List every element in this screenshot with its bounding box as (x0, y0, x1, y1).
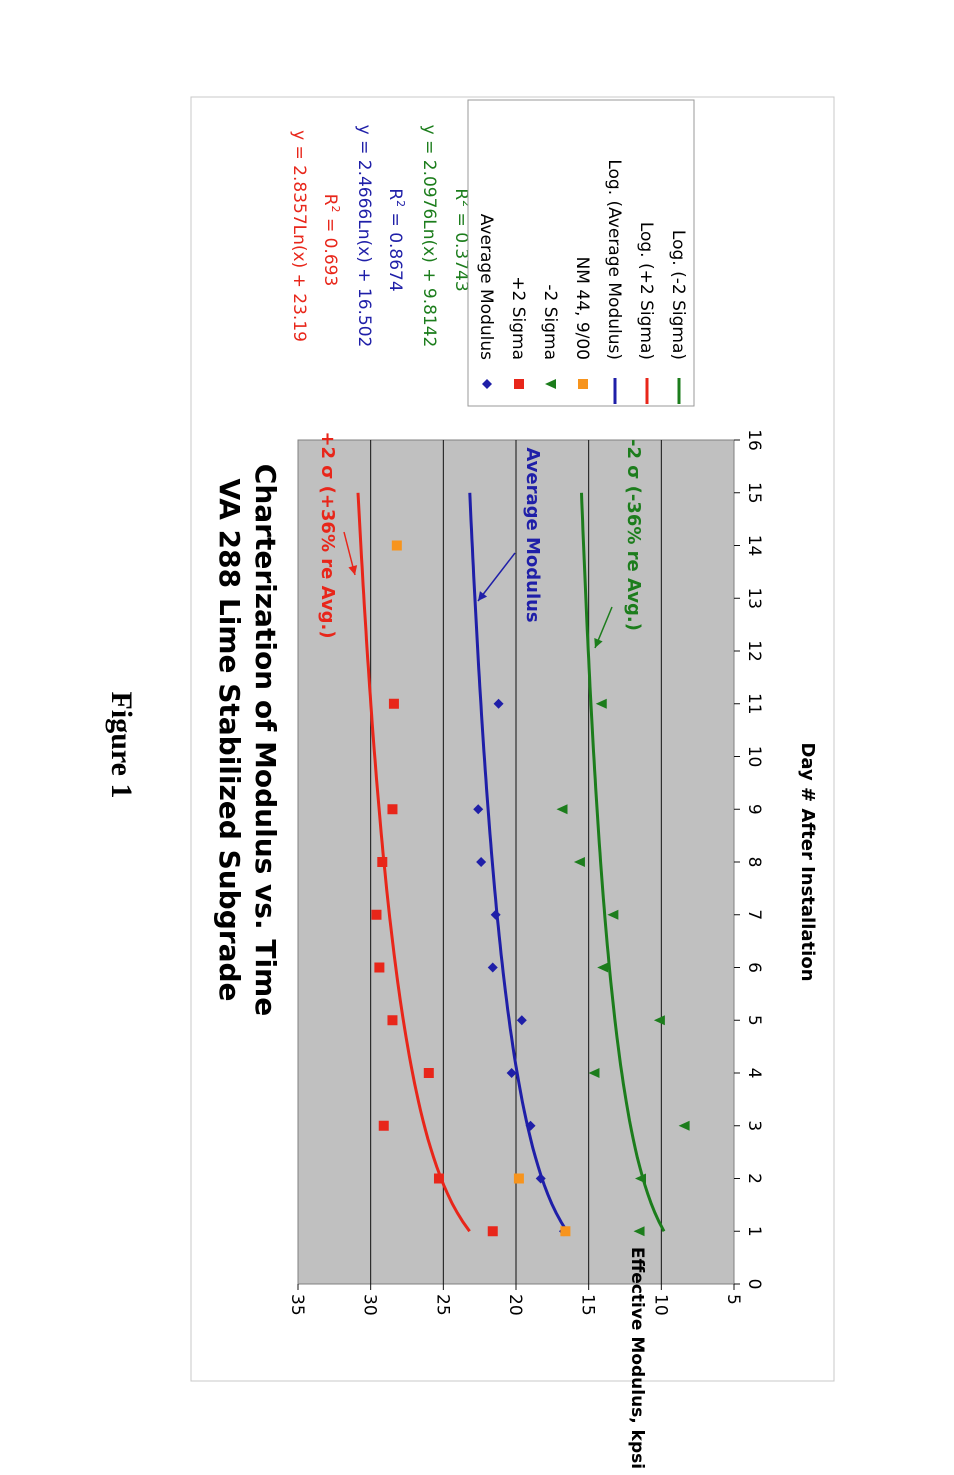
y-axis-title: Effective Modulus, kpsi (627, 1247, 647, 1469)
data-point (391, 540, 402, 551)
x-tick-label: 16 (744, 429, 764, 451)
trendline-equation: y = 2.4666Ln(x) + 16.502 (354, 125, 374, 348)
x-tick-label: 11 (744, 693, 764, 715)
trendline-equation: y = 2.8357Ln(x) + 23.19 (289, 130, 309, 342)
figure-label: Figure 1 (105, 692, 138, 799)
legend-label: +2 Sigma (508, 276, 528, 360)
data-point (634, 1173, 646, 1184)
chart: 5101520253035012345678910111213141516Day… (213, 99, 818, 1469)
x-tick-label: 14 (744, 535, 764, 557)
x-tick-label: 6 (744, 962, 764, 973)
y-tick-label: 25 (432, 1294, 452, 1316)
legend-label: -2 Sigma (540, 284, 560, 360)
chart-subtitle: Charterization of Modulus vs. Time (249, 464, 282, 1016)
y-tick-label: 30 (360, 1294, 380, 1316)
x-tick-label: 12 (744, 640, 764, 662)
data-point (607, 909, 619, 920)
r-squared-value: R2 = 0.8674 (385, 188, 407, 291)
y-tick-label: 35 (287, 1294, 307, 1316)
data-point (423, 1068, 434, 1078)
data-point (516, 1015, 527, 1026)
x-tick-label: 9 (744, 804, 764, 815)
annotation-label: +2 σ (+36% re Avg.) (317, 431, 338, 638)
annotation-arrowhead (478, 591, 488, 601)
data-point (535, 1173, 546, 1184)
chart-title: VA 288 Lime Stabilized Subgrade (213, 478, 246, 1001)
legend-label: Average Modulus (476, 214, 496, 360)
data-point (377, 857, 388, 867)
data-point (595, 698, 607, 709)
annotation-label: Average Modulus (522, 447, 543, 622)
y-tick-label: 20 (505, 1294, 525, 1316)
annotation-arrow (477, 552, 516, 602)
trendline-2 (580, 492, 666, 1232)
data-point (560, 1226, 571, 1237)
data-point (573, 857, 585, 867)
x-tick-label: 1 (744, 1226, 764, 1237)
legend-label: NM 44, 9/00 (572, 257, 592, 360)
annotation-arrowhead (348, 565, 358, 575)
legend-marker (514, 379, 524, 389)
r-squared-value: R2 = 0.693 (320, 194, 342, 287)
x-tick-label: 2 (744, 1173, 764, 1184)
data-point (506, 1068, 517, 1078)
data-point (387, 1015, 398, 1026)
data-point (487, 962, 498, 973)
data-point (597, 962, 609, 973)
legend-label: Log. (Average Modulus) (604, 159, 624, 360)
data-point (371, 909, 382, 920)
r-squared-value: R2 = 0.3743 (451, 188, 473, 291)
data-point (633, 1226, 645, 1237)
data-point (374, 962, 385, 973)
annotation-label: -2 σ (-36% re Avg.) (623, 439, 644, 631)
data-point (525, 1120, 536, 1131)
x-tick-label: 10 (744, 746, 764, 768)
trendline-equation: y = 2.0976Ln(x) + 9.8142 (419, 125, 439, 348)
x-tick-label: 0 (744, 1279, 764, 1290)
legend-marker (545, 379, 556, 389)
data-point (678, 1120, 690, 1131)
annotation-arrowhead (594, 637, 603, 648)
trendline-0 (468, 492, 569, 1233)
legend-label: Log. (+2 Sigma) (636, 222, 656, 360)
data-point (473, 804, 484, 815)
data-point (387, 804, 398, 815)
data-point (493, 698, 504, 709)
data-point (378, 1120, 389, 1131)
legend-marker (578, 379, 588, 389)
data-point (433, 1173, 444, 1184)
y-tick-label: 15 (578, 1294, 598, 1316)
data-point (388, 698, 399, 709)
legend-label: Log. (-2 Sigma) (668, 230, 688, 360)
data-point (513, 1173, 524, 1184)
data-point (490, 909, 501, 920)
x-tick-label: 4 (744, 1068, 764, 1079)
x-tick-label: 13 (744, 587, 764, 609)
legend-box (467, 99, 695, 407)
x-tick-label: 5 (744, 1015, 764, 1026)
data-point (476, 857, 487, 867)
x-tick-label: 8 (744, 857, 764, 868)
x-tick-label: 15 (744, 482, 764, 504)
x-axis-title: Day # After Installation (797, 742, 818, 981)
x-tick-label: 7 (744, 909, 764, 920)
legend-marker (482, 379, 492, 389)
data-point (487, 1226, 498, 1237)
y-tick-label: 10 (650, 1294, 670, 1316)
x-tick-label: 3 (744, 1120, 764, 1131)
data-point (588, 1068, 600, 1078)
data-point (556, 804, 568, 815)
y-tick-label: 5 (723, 1294, 743, 1305)
data-point (653, 1015, 665, 1026)
